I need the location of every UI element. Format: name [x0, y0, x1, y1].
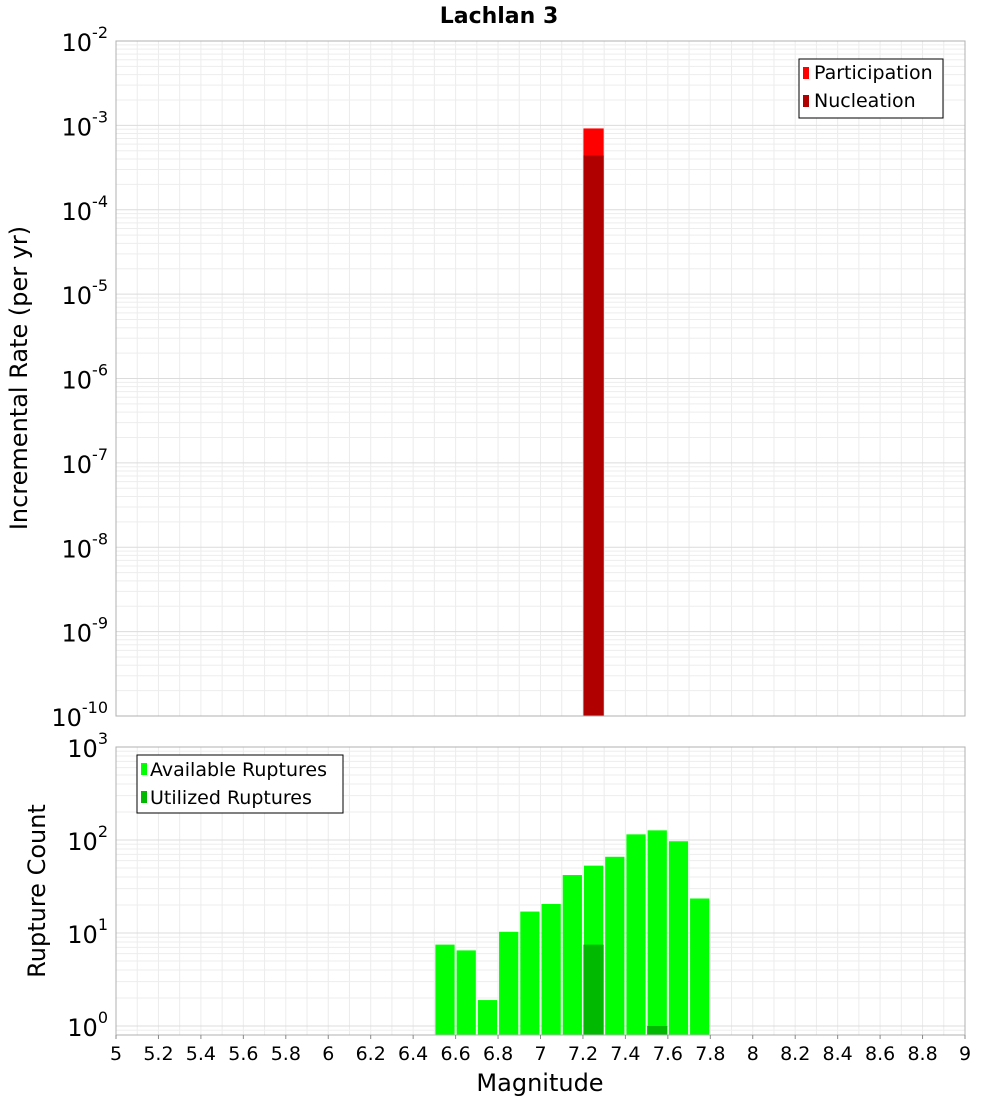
- top-y-tick-label: 10-10: [51, 698, 108, 732]
- bottom-y-tick-label: 101: [67, 915, 108, 949]
- x-tick-label: 7.4: [610, 1043, 640, 1065]
- x-tick-label: 8.6: [865, 1043, 895, 1065]
- x-tick-label: 6.2: [356, 1043, 386, 1065]
- top-plot-frame: [115, 40, 966, 717]
- text-layer: Lachlan 3 Incremental Rate (per yr) Rupt…: [5, 4, 604, 1097]
- bottom-y-tick-label: 103: [67, 729, 108, 763]
- x-tick-label: 7.6: [653, 1043, 683, 1065]
- x-tick-label: 7.2: [568, 1043, 598, 1065]
- bottom-y-tick-label: 100: [67, 1008, 108, 1042]
- bottom-legend-box: [136, 754, 344, 814]
- bottom-y-tick-label: 102: [67, 822, 108, 856]
- legend-swatch-available: [141, 763, 147, 775]
- top-legend-box: [798, 58, 944, 119]
- top-y-tick-label: 10-8: [62, 529, 109, 563]
- top-y-tick-label: 10-2: [62, 23, 109, 57]
- bottom-bar-available-ruptures: [690, 898, 710, 1035]
- top-y-tick-label: 10-9: [62, 614, 109, 648]
- top-y-tick-label: 10-5: [62, 276, 109, 310]
- x-tick-label: 5.6: [228, 1043, 258, 1065]
- bottom-bar-available-ruptures: [647, 830, 667, 1035]
- x-tick-label: 6.4: [398, 1043, 428, 1065]
- bottom-bar-utilized-ruptures: [583, 944, 604, 1035]
- ticks-layer: 10-2 10-3 10-4 10-5 10-6 10-7 10-8 10-9 10-10103…: [51, 23, 971, 1065]
- bottom-legend: Available Ruptures Utilized Ruptures: [136, 754, 344, 814]
- bottom-bar-available-ruptures: [541, 904, 561, 1035]
- bottom-bar-available-ruptures: [668, 841, 689, 1035]
- bottom-bar-available-ruptures: [435, 944, 455, 1035]
- top-bar-nucleation: [583, 155, 604, 716]
- bottom-y-axis-label: Rupture Count: [23, 804, 51, 978]
- top-legend: Participation Nucleation: [798, 58, 944, 119]
- legend-swatch-nucleation: [803, 95, 809, 107]
- bottom-bar-available-ruptures: [456, 950, 476, 1035]
- top-y-tick-label: 10-6: [62, 361, 109, 395]
- bottom-bar-available-ruptures: [626, 834, 646, 1035]
- x-tick-label: 6.6: [440, 1043, 470, 1065]
- x-tick-label: 5: [110, 1043, 122, 1065]
- legend-swatch-participation: [803, 67, 809, 79]
- grid-layer: [116, 41, 965, 1035]
- legend-swatch-utilized: [141, 791, 147, 803]
- bottom-bar-available-ruptures: [562, 875, 582, 1035]
- top-y-tick-label: 10-3: [62, 107, 109, 141]
- legend-label-participation: Participation: [814, 62, 933, 84]
- x-tick-label: 7: [534, 1043, 546, 1065]
- top-y-tick-label: 10-7: [62, 445, 109, 479]
- x-tick-label: 8.2: [780, 1043, 810, 1065]
- bottom-bar-utilized-ruptures: [647, 1025, 668, 1035]
- x-tick-label: 6.8: [483, 1043, 513, 1065]
- legend-layer: Participation Nucleation Available Ruptu…: [136, 58, 944, 814]
- x-axis-label: Magnitude: [476, 1069, 603, 1097]
- x-tick-label: 7.8: [695, 1043, 725, 1065]
- x-tick-label: 5.8: [271, 1043, 301, 1065]
- x-tick-label: 8: [747, 1043, 759, 1065]
- x-tick-label: 8.4: [823, 1043, 853, 1065]
- top-y-axis-label: Incremental Rate (per yr): [5, 226, 33, 530]
- bottom-bar-available-ruptures: [477, 1000, 498, 1035]
- legend-label-utilized: Utilized Ruptures: [150, 787, 312, 809]
- top-y-tick-label: 10-4: [62, 192, 109, 226]
- legend-label-available: Available Ruptures: [150, 759, 327, 781]
- bottom-bar-available-ruptures: [605, 856, 625, 1035]
- bars-layer: [435, 128, 710, 1035]
- x-tick-label: 9: [959, 1043, 971, 1065]
- bottom-bar-available-ruptures: [499, 931, 519, 1035]
- x-tick-label: 6: [322, 1043, 334, 1065]
- x-tick-label: 8.8: [907, 1043, 937, 1065]
- chart-title: Lachlan 3: [440, 4, 559, 29]
- x-tick-label: 5.2: [143, 1043, 173, 1065]
- bottom-bar-available-ruptures: [520, 911, 540, 1035]
- x-tick-label: 5.4: [186, 1043, 216, 1065]
- legend-label-nucleation: Nucleation: [814, 90, 916, 112]
